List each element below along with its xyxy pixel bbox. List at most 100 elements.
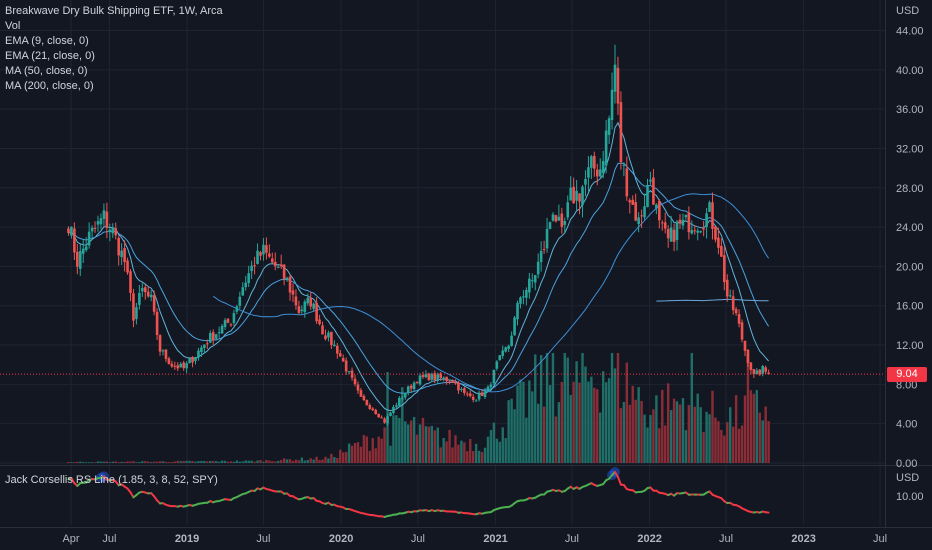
- volume-bar: [726, 422, 729, 463]
- candle-body: [548, 222, 552, 229]
- volume-bar: [185, 460, 188, 463]
- volume-bar: [223, 460, 227, 463]
- candle-body: [516, 302, 519, 320]
- candle-body: [217, 332, 221, 334]
- price-axis-tick: 32.00: [896, 143, 924, 155]
- candle-body: [262, 244, 265, 255]
- volume-bar: [486, 436, 490, 463]
- volume-bar: [365, 436, 369, 463]
- volume-bar: [132, 461, 135, 463]
- volume-bar: [212, 460, 215, 463]
- candle-body: [551, 214, 555, 221]
- time-axis-tick: 2020: [329, 533, 353, 545]
- candle-body: [347, 371, 351, 373]
- volume-bar: [277, 460, 280, 463]
- volume-bar: [232, 461, 236, 463]
- candle-body: [746, 349, 750, 363]
- volume-bar: [554, 416, 558, 463]
- volume-bar: [513, 409, 516, 463]
- volume-bar: [560, 382, 564, 463]
- time-axis-tick: Jul: [565, 533, 579, 545]
- candle-body: [463, 388, 466, 393]
- candle-body: [120, 250, 123, 258]
- time-axis-tick: 2022: [637, 533, 661, 545]
- volume-bar: [729, 407, 732, 463]
- volume-bar: [457, 444, 460, 463]
- candle-body: [203, 344, 206, 348]
- candle-body: [273, 261, 277, 267]
- candle-body: [161, 350, 165, 352]
- candle-body: [474, 400, 478, 402]
- candle-body: [365, 400, 369, 406]
- candle-body: [211, 332, 215, 341]
- candle-body: [99, 218, 103, 225]
- ema-21-line: [68, 162, 770, 394]
- volume-bar: [430, 425, 434, 463]
- volume-bar: [472, 450, 475, 463]
- candle-body: [291, 290, 295, 295]
- rs-axis-currency: USD: [896, 472, 919, 484]
- candle-body: [717, 237, 720, 248]
- candle-body: [318, 319, 321, 325]
- candle-body: [663, 222, 667, 229]
- candle-body: [743, 340, 747, 351]
- chart-title: Breakwave Dry Bulk Shipping ETF, 1W, Arc…: [5, 5, 223, 17]
- candle-body: [108, 229, 112, 232]
- volume-bar: [622, 401, 626, 463]
- legend-volume: Vol: [5, 20, 21, 32]
- volume-bar: [734, 395, 738, 463]
- volume-bar: [288, 459, 292, 463]
- candle-body: [542, 248, 546, 250]
- volume-bar: [767, 421, 770, 463]
- volume-bar: [424, 426, 428, 463]
- volume-bar: [445, 441, 448, 463]
- candle-body: [312, 303, 315, 309]
- volume-bar: [158, 461, 162, 463]
- price-axis-tick: 40.00: [896, 65, 924, 77]
- volume-bar: [474, 443, 478, 463]
- volume-bar: [147, 461, 150, 463]
- candle-body: [584, 178, 587, 185]
- volume-bar: [646, 427, 649, 463]
- volume-bar: [675, 401, 679, 463]
- candle-body: [528, 278, 531, 293]
- volume-bar: [123, 461, 126, 463]
- candle-body: [761, 366, 765, 374]
- candle-body: [167, 358, 171, 365]
- price-axis-tick: 16.00: [896, 301, 924, 313]
- volume-bar: [720, 429, 723, 463]
- candle-body: [533, 275, 537, 283]
- volume-bar: [536, 403, 540, 463]
- candle-body: [690, 230, 694, 234]
- candle-body: [229, 324, 233, 326]
- candle-body: [90, 227, 94, 232]
- volume-bar: [637, 387, 640, 463]
- volume-bar: [250, 460, 253, 463]
- candle-body: [460, 389, 463, 391]
- candle-body: [554, 215, 558, 222]
- volume-bar: [649, 414, 652, 463]
- volume-bar: [687, 405, 691, 463]
- candle-body: [563, 220, 567, 225]
- candle-body: [702, 228, 705, 230]
- candle-body: [256, 250, 259, 264]
- candle-body: [208, 333, 212, 343]
- candle-body: [492, 369, 496, 384]
- volume-bar: [477, 450, 481, 463]
- candle-body: [182, 362, 185, 369]
- candle-body: [244, 282, 248, 288]
- candle-body: [758, 369, 762, 375]
- volume-bar: [684, 430, 688, 463]
- volume-bar: [217, 461, 221, 463]
- last-price-label: 9.04: [887, 366, 927, 382]
- candle-body: [102, 210, 106, 219]
- candle-body: [454, 381, 457, 384]
- volume-bar: [436, 427, 439, 463]
- volume-bar: [114, 461, 117, 463]
- volume-bar: [380, 438, 383, 463]
- volume-bar: [761, 420, 764, 463]
- candle-body: [359, 390, 363, 397]
- volume-bar: [339, 449, 342, 463]
- volume-bar: [610, 353, 614, 463]
